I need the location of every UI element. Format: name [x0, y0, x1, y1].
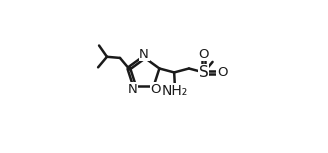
Text: N: N [139, 48, 149, 60]
Text: O: O [198, 48, 209, 61]
Text: NH₂: NH₂ [162, 84, 188, 98]
Text: O: O [151, 83, 161, 96]
Text: N: N [128, 83, 138, 96]
Text: S: S [199, 65, 209, 80]
Text: O: O [217, 66, 227, 79]
